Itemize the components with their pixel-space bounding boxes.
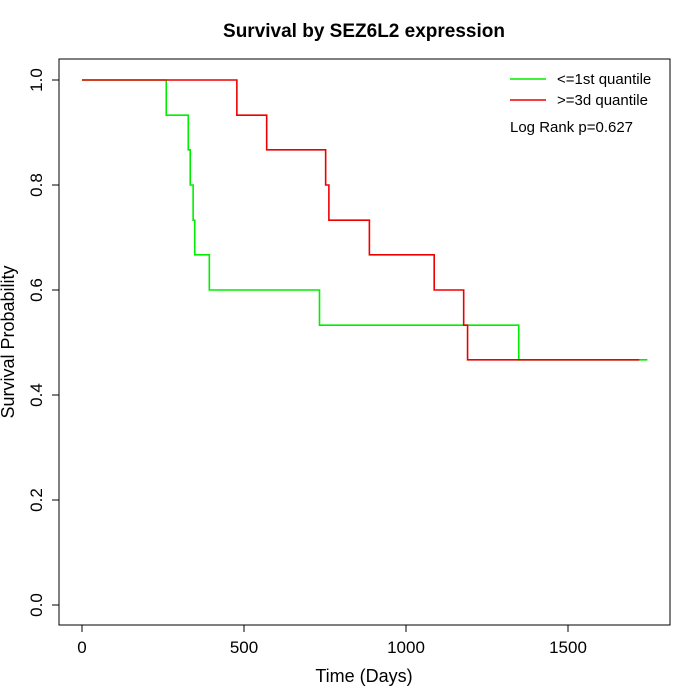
x-axis: 0 500 1000 1500 bbox=[77, 624, 587, 657]
series-line-low-quantile bbox=[82, 79, 648, 361]
y-axis: 0.0 0.2 0.4 0.6 0.8 1.0 bbox=[27, 68, 60, 617]
series-layer bbox=[82, 79, 648, 361]
chart-title: Survival by SEZ6L2 expression bbox=[223, 21, 505, 42]
y-tick-label: 1.0 bbox=[27, 68, 46, 92]
log-rank-annotation: Log Rank p=0.627 bbox=[510, 119, 633, 136]
legend-label-high: >=3d quantile bbox=[557, 92, 648, 109]
x-tick-label: 1500 bbox=[549, 638, 587, 657]
legend-label-low: <=1st quantile bbox=[557, 71, 651, 88]
x-tick-label: 0 bbox=[77, 638, 86, 657]
y-tick-label: 0.0 bbox=[27, 593, 46, 617]
series-line-high-quantile bbox=[82, 79, 640, 361]
y-tick-label: 0.6 bbox=[27, 278, 46, 302]
y-axis-label: Survival Probability bbox=[0, 265, 18, 418]
y-tick-label: 0.4 bbox=[27, 383, 46, 407]
legend: <=1st quantile >=3d quantile Log Rank p=… bbox=[510, 71, 651, 136]
x-tick-label: 500 bbox=[230, 638, 258, 657]
x-tick-label: 1000 bbox=[387, 638, 425, 657]
x-axis-label: Time (Days) bbox=[315, 666, 412, 686]
y-tick-label: 0.2 bbox=[27, 488, 46, 512]
y-tick-label: 0.8 bbox=[27, 173, 46, 197]
